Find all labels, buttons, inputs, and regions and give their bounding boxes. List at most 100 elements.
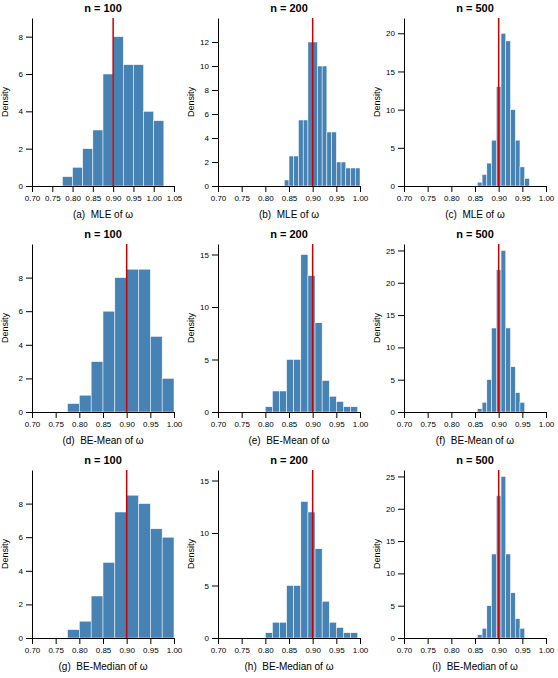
y-tick: 2 [205,158,218,167]
x-tick-label: 0.80 [65,194,81,203]
x-tick-label: 0.90 [305,194,321,203]
y-axis: 0510152025 [386,471,404,644]
x-tick: 0.95 [126,186,142,203]
x-axis: 0.700.750.800.850.900.951.00 [397,412,555,429]
x-tick: 1.00 [353,186,369,203]
bar [351,168,356,186]
x-tick-label: 0.80 [258,646,274,655]
y-tick-mark [26,604,32,605]
bar [501,476,506,638]
x-axis: 0.700.750.800.850.900.951.00 [25,638,183,655]
panel-title: n = 500 [456,454,494,466]
x-tick: 0.90 [305,186,321,203]
x-tick: 0.95 [329,638,345,655]
x-tick-label: 0.90 [491,420,507,429]
y-tick: 8 [205,86,218,95]
bar [303,120,308,186]
plot-area [477,18,529,186]
x-tick-label: 0.80 [72,646,88,655]
x-axis: 0.700.750.800.850.900.951.00 [211,412,369,429]
bar [301,502,308,639]
x-tick: 0.70 [25,412,41,429]
x-tick: 0.70 [397,412,413,429]
y-tick: 0 [19,634,32,643]
y-tick: 8 [19,274,32,283]
x-tick-label: 1.00 [353,646,369,655]
x-tick: 1.00 [539,186,555,203]
x-tick: 0.75 [420,638,436,655]
y-tick-mark [26,537,32,538]
y-tick-label: 0 [19,634,24,643]
y-tick: 10 [386,106,404,115]
panel-title: n = 500 [456,2,494,14]
y-tick-label: 6 [19,70,24,79]
panel: 0.700.750.800.850.900.951.000510152025n … [372,228,555,446]
panel: 0.700.750.800.850.900.951.001.0502468n =… [0,2,183,220]
bar [515,619,520,638]
x-tick-label: 0.70 [211,194,227,203]
bar [91,362,103,412]
y-tick: 6 [19,533,32,542]
bar [506,554,511,638]
y-tick-label: 0 [19,408,24,417]
bar [287,586,294,639]
reference-line [126,244,128,412]
y-tick-label: 25 [386,473,395,482]
y-tick-label: 2 [19,145,24,154]
y-axis-line [218,19,219,187]
x-tick-label: 0.85 [468,420,484,429]
bar [144,111,154,186]
y-tick-label: 5 [205,582,210,591]
y-tick-label: 6 [19,533,24,542]
plot-area [477,470,524,638]
x-tick-label: 0.85 [282,194,298,203]
x-tick-label: 0.75 [420,420,436,429]
y-tick-label: 25 [386,247,395,256]
bar [520,402,525,412]
bar [492,140,497,186]
x-tick-label: 0.80 [72,420,88,429]
x-tick-mark [336,638,337,644]
y-tick: 20 [386,29,404,38]
x-tick-mark [451,638,452,644]
y-tick: 25 [386,247,404,256]
y-axis-line [32,471,33,639]
y-tick-mark [212,186,218,187]
x-tick-label: 0.90 [119,646,135,655]
bar [482,175,487,186]
bar [327,132,332,186]
bar [322,381,329,413]
bar [336,628,343,639]
x-tick: 0.70 [25,638,41,655]
y-tick: 10 [200,62,218,71]
x-tick-mark [127,638,128,644]
x-tick: 0.70 [211,412,227,429]
x-tick: 0.90 [305,412,321,429]
x-tick-label: 0.90 [305,420,321,429]
bar [294,360,301,413]
x-tick-label: 0.80 [258,420,274,429]
x-tick-mark [404,412,405,418]
bar [492,328,497,412]
x-tick-mark [218,412,219,418]
y-axis-title: Density [186,86,196,117]
x-tick-label: 1.00 [539,420,555,429]
y-tick-label: 15 [200,251,209,260]
y-tick-mark [398,476,404,477]
y-tick: 8 [19,33,32,42]
x-tick: 0.70 [25,186,41,203]
x-axis: 0.700.750.800.850.900.951.00 [397,638,555,655]
y-tick-label: 0 [19,182,24,191]
y-tick-mark [398,315,404,316]
bar [280,391,287,412]
bar [83,149,93,186]
bar [515,140,520,186]
y-tick-label: 4 [205,134,210,143]
x-tick-label: 0.80 [258,194,274,203]
bar [501,33,506,186]
x-tick-mark [174,638,175,644]
bar [343,633,350,638]
bar [154,121,164,186]
y-tick: 12 [200,38,218,47]
y-tick: 15 [200,477,218,486]
